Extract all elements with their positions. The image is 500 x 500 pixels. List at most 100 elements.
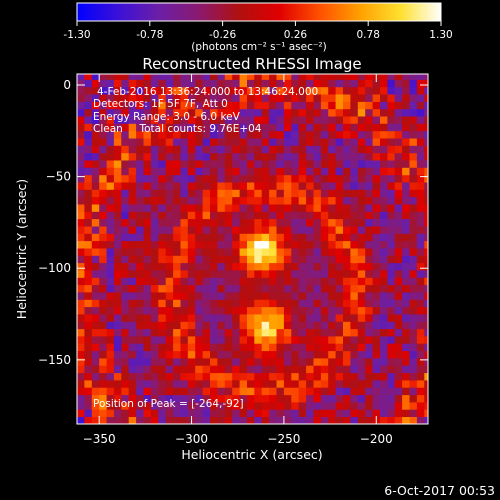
heatmap-cell — [276, 387, 285, 396]
heatmap-cell — [357, 248, 366, 256]
heatmap-cell — [150, 167, 159, 176]
heatmap-cell — [143, 321, 152, 330]
heatmap-cell — [158, 292, 167, 300]
heatmap-cell — [224, 152, 233, 161]
heatmap-cell — [180, 94, 189, 102]
heatmap-cell — [409, 270, 418, 278]
heatmap-cell — [372, 380, 381, 388]
heatmap-cell — [136, 94, 144, 102]
heatmap-cell — [165, 167, 174, 176]
heatmap-cell — [276, 211, 285, 220]
heatmap-cell — [195, 211, 203, 220]
heatmap-cell — [261, 284, 270, 293]
heatmap-cell — [232, 108, 240, 117]
heatmap-cell — [173, 196, 181, 205]
heatmap-cell — [217, 277, 226, 286]
heatmap-cell — [77, 182, 85, 190]
heatmap-cell — [165, 284, 174, 293]
heatmap-cell — [320, 196, 329, 205]
heatmap-cell — [232, 240, 240, 249]
heatmap-cell — [84, 350, 93, 359]
heatmap-cell — [387, 226, 396, 234]
heatmap-cell — [173, 174, 181, 183]
heatmap-cell — [106, 248, 115, 256]
heatmap-cell — [350, 130, 359, 139]
heatmap-cell — [394, 328, 403, 337]
heatmap-cell — [232, 79, 240, 88]
heatmap-cell — [173, 74, 181, 80]
heatmap-cell — [150, 116, 159, 124]
heatmap-cell — [313, 277, 322, 286]
heatmap-cell — [402, 182, 410, 190]
heatmap-cell — [283, 160, 292, 168]
heatmap-cell — [232, 123, 240, 132]
heatmap-cell — [91, 204, 100, 212]
heatmap-cell — [106, 204, 115, 212]
heatmap-cell — [99, 196, 107, 205]
heatmap-cell — [320, 123, 329, 132]
heatmap-cell — [328, 116, 336, 124]
heatmap-cell — [335, 380, 344, 388]
heatmap-cell — [261, 94, 270, 102]
heatmap-cell — [254, 394, 263, 403]
heatmap-cell — [121, 167, 130, 176]
heatmap-cell — [143, 358, 152, 366]
heatmap-cell — [328, 262, 336, 271]
heatmap-cell — [402, 299, 410, 308]
heatmap-cell — [128, 270, 137, 278]
heatmap-cell — [202, 204, 211, 212]
heatmap-cell — [380, 380, 388, 388]
heatmap-cell — [150, 196, 159, 205]
heatmap-cell — [106, 160, 115, 168]
heatmap-cell — [269, 328, 277, 337]
heatmap-cell — [283, 145, 292, 154]
heatmap-cell — [380, 387, 388, 396]
heatmap-cell — [387, 160, 396, 168]
heatmap-cell — [387, 79, 396, 88]
heatmap-cell — [165, 189, 174, 198]
heatmap-cell — [187, 284, 196, 293]
heatmap-cell — [291, 130, 300, 139]
heatmap-cell — [91, 74, 100, 80]
heatmap-cell — [372, 211, 381, 220]
heatmap-cell — [143, 336, 152, 344]
heatmap-cell — [365, 255, 373, 264]
heatmap-cell — [224, 380, 233, 388]
heatmap-cell — [350, 394, 359, 403]
heatmap-cell — [343, 160, 351, 168]
heatmap-cell — [350, 240, 359, 249]
heatmap-cell — [210, 409, 218, 417]
heatmap-cell — [291, 74, 300, 80]
heatmap-cell — [210, 380, 218, 388]
heatmap-cell — [380, 204, 388, 212]
heatmap-cell — [113, 350, 122, 359]
heatmap-cell — [283, 255, 292, 264]
heatmap-cell — [283, 152, 292, 161]
heatmap-cell — [306, 79, 314, 88]
heatmap-cell — [113, 226, 122, 234]
heatmap-cell — [261, 160, 270, 168]
heatmap-cell — [372, 365, 381, 374]
heatmap-cell — [380, 328, 388, 337]
heatmap-cell — [269, 343, 277, 352]
heatmap-cell — [276, 358, 285, 366]
heatmap-cell — [210, 94, 218, 102]
heatmap-cell — [328, 189, 336, 198]
heatmap-cell — [113, 218, 122, 227]
heatmap-cell — [173, 152, 181, 161]
heatmap-cell — [239, 108, 248, 117]
heatmap-cell — [180, 189, 189, 198]
heatmap-cell — [402, 145, 410, 154]
heatmap-cell — [173, 380, 181, 388]
heatmap-cell — [99, 138, 107, 146]
heatmap-cell — [291, 226, 300, 234]
heatmap-cell — [136, 74, 144, 80]
heatmap-cell — [387, 328, 396, 337]
heatmap-cell — [328, 358, 336, 366]
heatmap-cell — [84, 314, 93, 322]
heatmap-cell — [328, 350, 336, 359]
heatmap-cell — [372, 299, 381, 308]
heatmap-cell — [276, 130, 285, 139]
heatmap-cell — [394, 101, 403, 110]
heatmap-cell — [128, 292, 137, 300]
